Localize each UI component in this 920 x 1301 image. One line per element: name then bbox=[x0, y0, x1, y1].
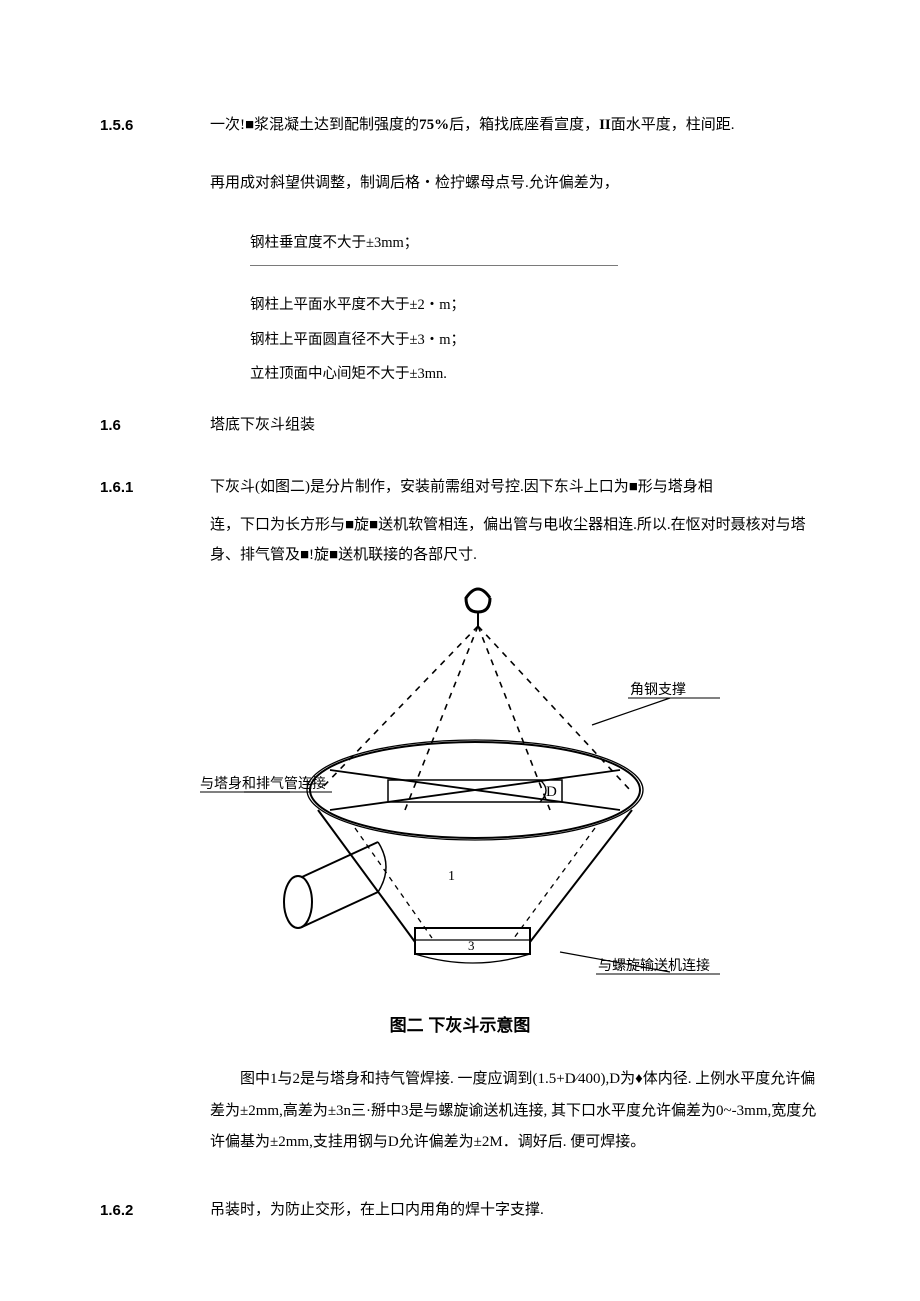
section-1-6-1: 1.6.1 下灰斗(如图二)是分片制作，安装前需组对号控.因下东斗上口为■形与塔… bbox=[100, 472, 820, 502]
section-body: 下灰斗(如图二)是分片制作，安装前需组对号控.因下东斗上口为■形与塔身相 bbox=[210, 472, 820, 502]
section-body: 一次!■浆混凝土达到配制强度的75%后，箱找底座看宣度，II面水平度，柱间距. bbox=[210, 110, 820, 140]
text-line: 再用成对斜望供调整，制调后格・检拧螺母点号.允许偏差为， bbox=[210, 168, 820, 198]
roman: II bbox=[599, 117, 611, 133]
label-d: D bbox=[546, 784, 557, 800]
section-number: 1.6 bbox=[100, 410, 210, 440]
section-1-6: 1.6 塔底下灰斗组装 bbox=[100, 410, 820, 440]
tolerance-list: 钢柱垂宜度不大于±3mm； 钢柱上平面水平度不大于±2・m； 钢柱上平面圆直径不… bbox=[250, 226, 820, 392]
label-angle-support: 角钢支撑 bbox=[630, 682, 686, 698]
label-3: 3 bbox=[468, 938, 475, 953]
tolerance-item: 钢柱上平面水平度不大于±2・m； bbox=[250, 288, 820, 323]
document-page: 1.5.6 一次!■浆混凝土达到配制强度的75%后，箱找底座看宣度，II面水平度… bbox=[0, 0, 920, 1301]
section-number: 1.6.1 bbox=[100, 472, 210, 502]
tolerance-item: 钢柱垂宜度不大于±3mm； bbox=[250, 226, 618, 266]
section-1-6-1-cont: 连，下口为长方形与■旋■送机软管相连，偏出管与电收尘器相连.所以.在怄对时聂核对… bbox=[210, 510, 820, 570]
text: 面水平度，柱间距. bbox=[611, 117, 735, 133]
section-number: 1.5.6 bbox=[100, 110, 210, 140]
section-title: 塔底下灰斗组装 bbox=[210, 410, 820, 440]
tolerance-item: 钢柱上平面圆直径不大于±3・m； bbox=[250, 323, 820, 358]
section-1-5-6-cont: 再用成对斜望供调整，制调后格・检拧螺母点号.允许偏差为， bbox=[210, 168, 820, 198]
hook-icon bbox=[466, 589, 490, 612]
label-tower-connect: 与塔身和排气管连接 bbox=[200, 775, 326, 792]
figure-explanation: 图中1与2是与塔身和持气管焊接. 一度应调到(1.5+D⁄400),D为♦体内径… bbox=[210, 1064, 820, 1159]
label-1: 1 bbox=[448, 869, 455, 884]
percent: 75% bbox=[419, 117, 449, 133]
section-number: 1.6.2 bbox=[100, 1195, 210, 1225]
figure-2: 角钢支撑 与塔身和排气管连接 D 1 3 与螺旋输送机连接 图二 下灰斗示意图 bbox=[200, 580, 720, 1036]
text: 一次!■浆混凝土达到配制强度的 bbox=[210, 117, 419, 133]
section-1-5-6: 1.5.6 一次!■浆混凝土达到配制强度的75%后，箱找底座看宣度，II面水平度… bbox=[100, 110, 820, 140]
text-line: 连，下口为长方形与■旋■送机软管相连，偏出管与电收尘器相连.所以.在怄对时聂核对… bbox=[210, 510, 820, 570]
tolerance-item: 立柱顶面中心间矩不大于±3mn. bbox=[250, 357, 820, 392]
section-1-6-2: 1.6.2 吊装时，为防止交形，在上口内用角的焊十字支撑. bbox=[100, 1195, 820, 1225]
text: 后，箱找底座看宣度， bbox=[449, 117, 599, 133]
hopper-diagram: 角钢支撑 与塔身和排气管连接 D 1 3 与螺旋输送机连接 bbox=[200, 580, 720, 1000]
label-screw-conveyor: 与螺旋输送机连接 bbox=[598, 957, 710, 974]
section-body: 吊装时，为防止交形，在上口内用角的焊十字支撑. bbox=[210, 1195, 820, 1225]
figure-caption: 图二 下灰斗示意图 bbox=[200, 1011, 720, 1036]
